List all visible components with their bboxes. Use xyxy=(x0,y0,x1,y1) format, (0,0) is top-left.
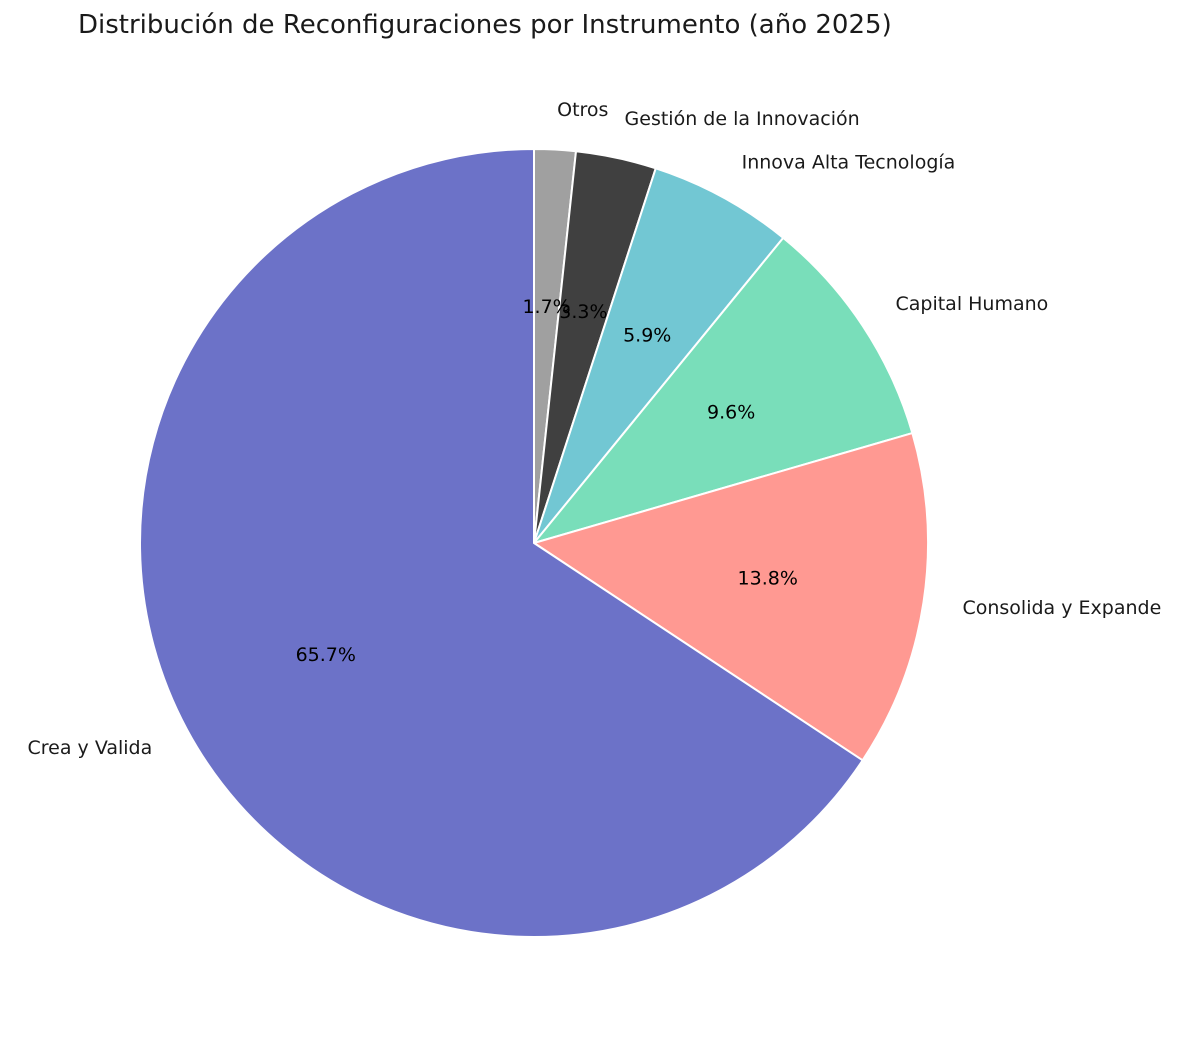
slice-pct-label-3: 9.6% xyxy=(707,402,755,424)
slice-label-3: Capital Humano xyxy=(895,293,1048,315)
pie-slice-3 xyxy=(531,236,914,545)
slice-label-4: Consolida y Expande xyxy=(962,597,1161,619)
slice-pct-label-2: 5.9% xyxy=(623,324,671,346)
slice-label-0: Otros xyxy=(557,99,608,121)
slice-pct-label-1: 3.3% xyxy=(559,301,607,323)
slice-pct-label-0: 1.7% xyxy=(522,296,570,318)
slice-pct-label-4: 13.8% xyxy=(738,568,798,590)
pie-slice-4 xyxy=(531,431,929,762)
pie-slice-5 xyxy=(139,147,865,938)
slice-label-5: Crea y Valida xyxy=(28,737,153,759)
slice-label-1: Gestión de la Innovación xyxy=(625,108,860,130)
chart-title: Distribución de Reconfiguraciones por In… xyxy=(78,10,892,40)
slice-pct-label-5: 65.7% xyxy=(296,644,356,666)
pie-slice-2 xyxy=(533,167,785,544)
slice-label-2: Innova Alta Tecnología xyxy=(742,152,956,174)
